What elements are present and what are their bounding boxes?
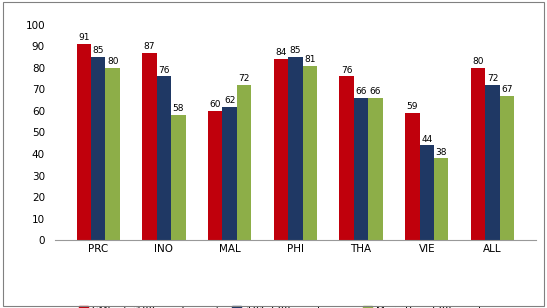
Legend: SMEs (<100 employees), 101–500 employees, More than 500 employees: SMEs (<100 employees), 101–500 employees… (79, 306, 512, 308)
Bar (142, 53, 157, 240)
Text: 66: 66 (356, 87, 367, 96)
Bar (368, 98, 383, 240)
Bar (157, 76, 171, 240)
Bar (237, 85, 252, 240)
Text: 59: 59 (406, 102, 418, 111)
Bar (485, 85, 500, 240)
Text: 44: 44 (421, 135, 433, 144)
Bar (420, 145, 434, 240)
Text: 80: 80 (107, 57, 119, 66)
Text: 76: 76 (341, 66, 352, 75)
Text: 72: 72 (238, 74, 250, 83)
Text: 66: 66 (370, 87, 381, 96)
Bar (171, 115, 185, 240)
Bar (274, 59, 288, 240)
Text: 72: 72 (487, 74, 498, 83)
Text: 80: 80 (472, 57, 484, 66)
Text: 84: 84 (275, 48, 287, 57)
Bar (302, 66, 317, 240)
Text: 87: 87 (144, 42, 155, 51)
Bar (500, 96, 514, 240)
Bar (288, 57, 302, 240)
Text: 81: 81 (304, 55, 316, 64)
Bar (354, 98, 368, 240)
Bar (434, 158, 449, 240)
Bar (339, 76, 354, 240)
Bar (471, 68, 485, 240)
Bar (106, 68, 120, 240)
Text: 60: 60 (210, 100, 221, 109)
Bar (405, 113, 420, 240)
Text: 67: 67 (501, 85, 513, 94)
Text: 85: 85 (289, 46, 301, 55)
Bar (208, 111, 223, 240)
Bar (77, 44, 91, 240)
Text: 85: 85 (92, 46, 104, 55)
Text: 58: 58 (173, 104, 184, 113)
Text: 62: 62 (224, 96, 235, 105)
Bar (91, 57, 106, 240)
Text: 38: 38 (435, 148, 447, 156)
Text: 91: 91 (78, 33, 90, 42)
Bar (223, 107, 237, 240)
Text: 76: 76 (158, 66, 170, 75)
